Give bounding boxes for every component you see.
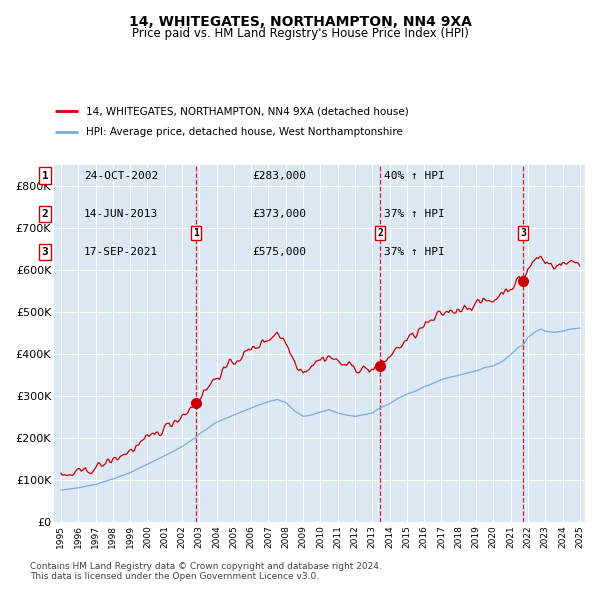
Text: 2: 2 <box>377 228 383 238</box>
Text: 14-JUN-2013: 14-JUN-2013 <box>84 209 158 219</box>
Text: 1: 1 <box>41 171 49 181</box>
Text: £283,000: £283,000 <box>252 171 306 181</box>
Text: 40% ↑ HPI: 40% ↑ HPI <box>384 171 445 181</box>
Text: 24-OCT-2002: 24-OCT-2002 <box>84 171 158 181</box>
Text: £575,000: £575,000 <box>252 247 306 257</box>
Text: HPI: Average price, detached house, West Northamptonshire: HPI: Average price, detached house, West… <box>86 127 403 137</box>
Text: 37% ↑ HPI: 37% ↑ HPI <box>384 247 445 257</box>
Text: 37% ↑ HPI: 37% ↑ HPI <box>384 209 445 219</box>
Text: 14, WHITEGATES, NORTHAMPTON, NN4 9XA (detached house): 14, WHITEGATES, NORTHAMPTON, NN4 9XA (de… <box>86 106 409 116</box>
Text: £373,000: £373,000 <box>252 209 306 219</box>
Text: 2: 2 <box>41 209 49 219</box>
Text: 14, WHITEGATES, NORTHAMPTON, NN4 9XA: 14, WHITEGATES, NORTHAMPTON, NN4 9XA <box>128 15 472 29</box>
Text: 1: 1 <box>193 228 199 238</box>
Text: 3: 3 <box>41 247 49 257</box>
Text: Contains HM Land Registry data © Crown copyright and database right 2024.
This d: Contains HM Land Registry data © Crown c… <box>30 562 382 581</box>
Text: Price paid vs. HM Land Registry's House Price Index (HPI): Price paid vs. HM Land Registry's House … <box>131 27 469 40</box>
Text: 17-SEP-2021: 17-SEP-2021 <box>84 247 158 257</box>
Text: 3: 3 <box>520 228 526 238</box>
